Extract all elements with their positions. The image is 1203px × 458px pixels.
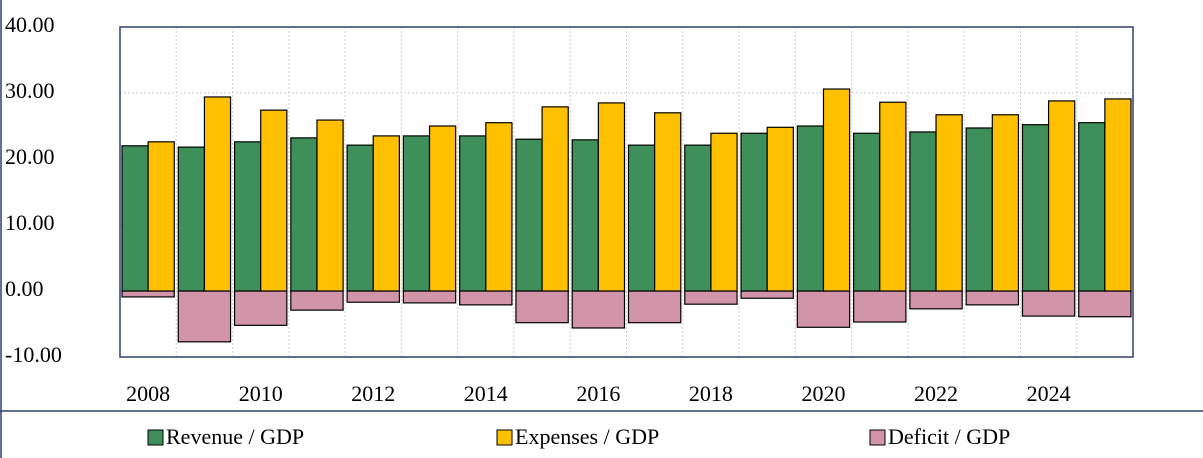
x-tick-label: 2016 bbox=[576, 381, 620, 406]
x-tick-label: 2008 bbox=[126, 381, 170, 406]
x-tick-label: 2020 bbox=[801, 381, 845, 406]
bar bbox=[684, 144, 712, 292]
bar bbox=[796, 125, 825, 292]
bar bbox=[121, 145, 149, 292]
legend-swatch bbox=[869, 429, 886, 446]
y-tick-label: 20.00 bbox=[5, 144, 55, 169]
y-tick-label: 0.00 bbox=[5, 276, 44, 301]
bar bbox=[909, 131, 937, 292]
bar bbox=[991, 114, 1020, 292]
bar bbox=[346, 144, 374, 292]
bar bbox=[290, 137, 318, 292]
bar bbox=[571, 139, 599, 292]
bar bbox=[402, 135, 431, 292]
bar bbox=[121, 290, 175, 298]
bar bbox=[515, 138, 543, 292]
y-tick-label: 40.00 bbox=[5, 12, 55, 37]
bar bbox=[909, 290, 963, 310]
y-tick-label: -10.00 bbox=[5, 342, 62, 367]
bar bbox=[710, 132, 738, 292]
bar bbox=[1078, 122, 1106, 292]
x-tick-label: 2018 bbox=[689, 381, 733, 406]
bar bbox=[147, 141, 175, 292]
bar bbox=[428, 125, 457, 292]
bar bbox=[879, 101, 907, 292]
bar bbox=[177, 290, 232, 343]
bar bbox=[1078, 290, 1132, 318]
bar bbox=[316, 119, 344, 292]
y-tick-label: 30.00 bbox=[5, 78, 55, 103]
bar bbox=[459, 290, 513, 306]
legend-label: Revenue / GDP bbox=[166, 424, 304, 449]
bar bbox=[541, 106, 569, 292]
bar bbox=[1047, 100, 1076, 292]
bar bbox=[853, 132, 881, 292]
bar bbox=[233, 290, 288, 326]
bar bbox=[1104, 98, 1132, 292]
bar bbox=[853, 290, 907, 323]
x-tick-label: 2024 bbox=[1027, 381, 1071, 406]
y-tick-label: 10.00 bbox=[5, 210, 55, 235]
legend-swatch bbox=[147, 429, 164, 446]
x-tick-label: 2014 bbox=[464, 381, 508, 406]
bar bbox=[372, 135, 400, 292]
x-tick-label: 2022 bbox=[914, 381, 958, 406]
bar bbox=[290, 290, 344, 311]
bar bbox=[740, 290, 794, 299]
bar bbox=[260, 109, 288, 292]
bar bbox=[203, 96, 232, 292]
bar bbox=[627, 290, 682, 324]
bar bbox=[822, 88, 851, 292]
x-tick-label: 2010 bbox=[239, 381, 283, 406]
bar bbox=[654, 112, 682, 292]
bar bbox=[485, 122, 513, 292]
bar bbox=[402, 290, 457, 304]
legend-swatch bbox=[496, 429, 513, 446]
x-tick-label: 2012 bbox=[351, 381, 395, 406]
bar bbox=[346, 290, 400, 303]
bar bbox=[233, 141, 262, 292]
bar bbox=[1021, 124, 1050, 292]
bar bbox=[935, 114, 963, 292]
bar bbox=[740, 132, 768, 292]
bar bbox=[177, 146, 206, 292]
bar bbox=[627, 144, 656, 292]
bar bbox=[965, 127, 993, 292]
bar bbox=[459, 135, 487, 292]
bar bbox=[766, 126, 794, 292]
legend-label: Expenses / GDP bbox=[515, 424, 659, 449]
legend-label: Deficit / GDP bbox=[888, 424, 1010, 449]
bar bbox=[796, 290, 851, 328]
bar bbox=[571, 290, 626, 329]
bar bbox=[515, 290, 569, 324]
bar bbox=[1021, 290, 1076, 317]
bar bbox=[597, 102, 626, 292]
bar bbox=[965, 290, 1020, 306]
bar bbox=[684, 290, 738, 305]
plot-border bbox=[119, 26, 1134, 358]
